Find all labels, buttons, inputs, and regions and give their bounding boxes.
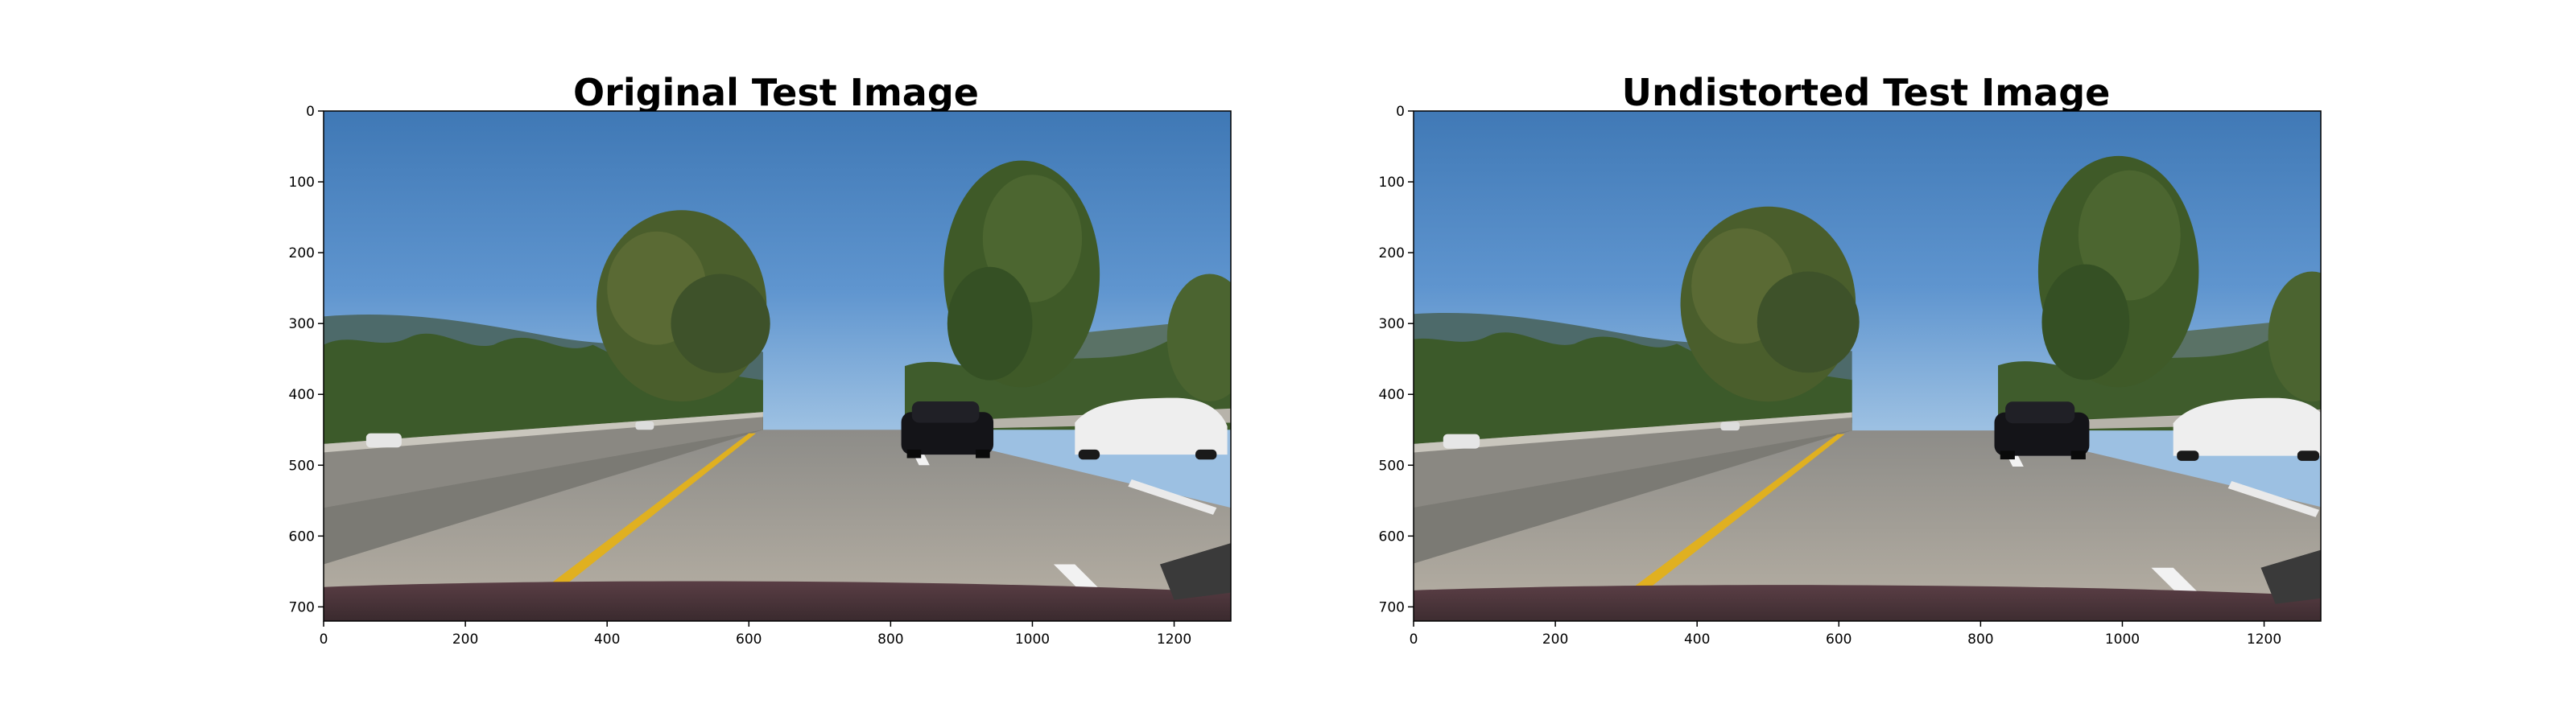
y-tick-label: 0 [306, 104, 315, 120]
panel-title-undistorted: Undistorted Test Image [1621, 71, 2111, 114]
x-tick-label: 800 [877, 631, 903, 648]
x-tick-label: 0 [1410, 631, 1418, 648]
y-tick-label: 700 [1379, 599, 1405, 615]
y-tick-label: 400 [289, 387, 315, 403]
y-tick-label: 0 [1396, 104, 1405, 120]
y-tick-label: 600 [289, 529, 315, 545]
road-scene-photo-0 [324, 111, 1231, 621]
y-tick-label: 200 [289, 245, 315, 261]
y-tick-label: 700 [289, 599, 315, 615]
y-tick-label: 500 [289, 458, 315, 474]
x-tick-label: 1000 [1015, 631, 1050, 648]
x-tick-label: 1200 [1157, 631, 1191, 648]
x-tick-label: 600 [736, 631, 762, 648]
x-tick-label: 0 [320, 631, 328, 648]
y-tick-label: 100 [289, 175, 315, 191]
y-tick-label: 200 [1379, 245, 1405, 261]
axes-panel-0: 0 200 400 600 800 1000 1200 0 100 200 300 400 500 600… [289, 104, 1232, 648]
y-tick-label: 600 [1379, 529, 1405, 545]
x-tick-label: 800 [1967, 631, 1993, 648]
axes-frame [1413, 110, 2322, 622]
x-tick-label: 600 [1826, 631, 1852, 648]
road-scene-photo-1 [1414, 111, 2321, 621]
y-tick-label: 300 [1379, 316, 1405, 332]
x-tick-label: 1200 [2247, 631, 2281, 648]
x-tick-label: 400 [1684, 631, 1710, 648]
axes-frame [323, 110, 1232, 622]
y-tick-label: 400 [1379, 387, 1405, 403]
x-tick-label: 200 [452, 631, 478, 648]
x-tick-label: 400 [594, 631, 620, 648]
x-tick-label: 1000 [2105, 631, 2140, 648]
x-tick-label: 200 [1542, 631, 1568, 648]
axes-panel-1: 0 200 400 600 800 1000 1200 0 100 200 300 400 500 600… [1379, 104, 2322, 648]
y-tick-label: 500 [1379, 458, 1405, 474]
y-tick-label: 100 [1379, 175, 1405, 191]
y-tick-label: 300 [289, 316, 315, 332]
panel-title-original: Original Test Image [573, 71, 979, 114]
